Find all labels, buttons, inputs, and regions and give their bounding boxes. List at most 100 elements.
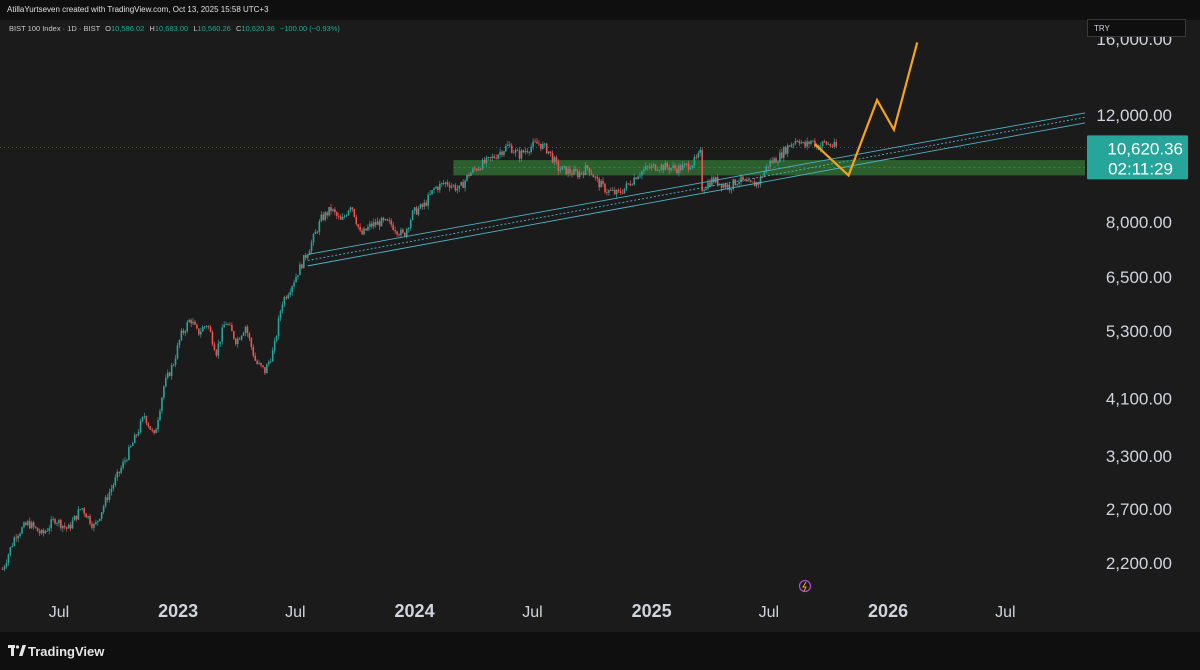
candle-body: [695, 156, 698, 158]
candle-body: [73, 515, 76, 521]
chart-area[interactable]: [0, 20, 1200, 632]
candle-body: [825, 141, 828, 145]
last-price-value: 10,620.36: [1107, 139, 1183, 158]
candle-body: [40, 529, 43, 534]
candle-body: [386, 219, 389, 221]
candle-body: [716, 177, 719, 186]
candle-body: [508, 144, 511, 146]
y-axis-tick-label: 6,500.00: [1106, 268, 1172, 287]
low-value: 10,560.26: [197, 24, 231, 33]
candle-body: [794, 140, 797, 144]
candle-body: [600, 180, 602, 188]
candle-body: [81, 508, 84, 510]
candle-body: [25, 522, 27, 525]
candle-body: [699, 149, 702, 153]
candle-body: [273, 340, 276, 351]
candle-body: [190, 320, 192, 324]
candle-body: [555, 157, 558, 162]
candle-body: [746, 180, 748, 182]
candle-body: [71, 520, 74, 529]
candle-body: [646, 166, 649, 168]
candle-body: [69, 524, 72, 529]
candle-body: [802, 142, 805, 143]
candle-body: [619, 191, 622, 193]
trend-channel-line: [307, 122, 1086, 267]
candle-body: [15, 537, 17, 539]
high-label: H: [149, 24, 155, 33]
candle-body: [652, 164, 655, 166]
candle-body: [297, 275, 299, 277]
symbol-name: BIST 100 Index · 1D · BIST: [9, 24, 101, 33]
candle-body: [773, 158, 775, 163]
candle-body: [538, 143, 540, 145]
candle-body: [279, 311, 282, 319]
candle-body: [382, 217, 385, 220]
candle-body: [819, 145, 822, 150]
x-axis-tick-label: Jul: [995, 604, 1015, 621]
candle-body: [732, 179, 735, 190]
candle-body: [656, 170, 659, 171]
candle-body: [11, 545, 14, 548]
candle-body: [291, 286, 293, 293]
candle-body: [157, 419, 159, 430]
candle-body: [7, 554, 10, 563]
candle-body: [42, 529, 45, 534]
candle-body: [28, 521, 31, 529]
candle-body: [510, 145, 513, 153]
candle-body: [219, 341, 222, 344]
candle-body: [163, 386, 165, 398]
candle-body: [472, 168, 474, 173]
candle-body: [528, 152, 531, 153]
candle-body: [431, 190, 433, 194]
candle-body: [483, 159, 486, 164]
candle-body: [367, 226, 369, 231]
candle-body: [545, 143, 548, 154]
candle-body: [720, 183, 723, 188]
candle-body: [678, 165, 680, 174]
projection-path: [814, 42, 919, 178]
candle-body: [674, 165, 676, 169]
candle-body: [36, 527, 39, 532]
candle-body: [48, 528, 51, 531]
candle-body: [798, 141, 801, 144]
candle-body: [178, 340, 181, 346]
candle-body: [182, 330, 185, 333]
candle-body: [357, 224, 360, 227]
candle-body: [687, 163, 690, 170]
candle-body: [116, 471, 119, 478]
candle-body: [225, 324, 227, 325]
candle-body: [679, 165, 682, 171]
candle-body: [153, 430, 155, 434]
candle-body: [188, 320, 190, 323]
candle-body: [553, 157, 556, 163]
candle-body: [804, 142, 806, 147]
candle-body: [565, 166, 567, 175]
candle-body: [46, 530, 49, 532]
candle-body: [592, 174, 595, 178]
candle-body: [30, 522, 33, 529]
candle-body: [615, 189, 618, 195]
candle-body: [388, 220, 391, 222]
candle-body: [110, 488, 113, 493]
candle-body: [421, 204, 424, 207]
candle-body: [102, 506, 105, 513]
candle-body: [275, 336, 278, 341]
candle-body: [823, 141, 826, 143]
candle-body: [170, 365, 173, 376]
candle-body: [229, 324, 231, 326]
candle-body: [582, 173, 585, 175]
candle-body: [285, 297, 288, 299]
candle-body: [351, 207, 354, 209]
candle-body: [337, 215, 340, 217]
candle-body: [681, 164, 684, 171]
candle-body: [724, 184, 727, 188]
currency-selector[interactable]: TRY: [1087, 19, 1186, 37]
candle-body: [133, 434, 136, 444]
candle-body: [501, 151, 503, 155]
candle-body: [345, 215, 348, 217]
candle-body: [91, 523, 93, 528]
candle-body: [328, 207, 330, 216]
candle-body: [141, 417, 144, 422]
x-axis-tick-label: 2025: [632, 601, 672, 621]
